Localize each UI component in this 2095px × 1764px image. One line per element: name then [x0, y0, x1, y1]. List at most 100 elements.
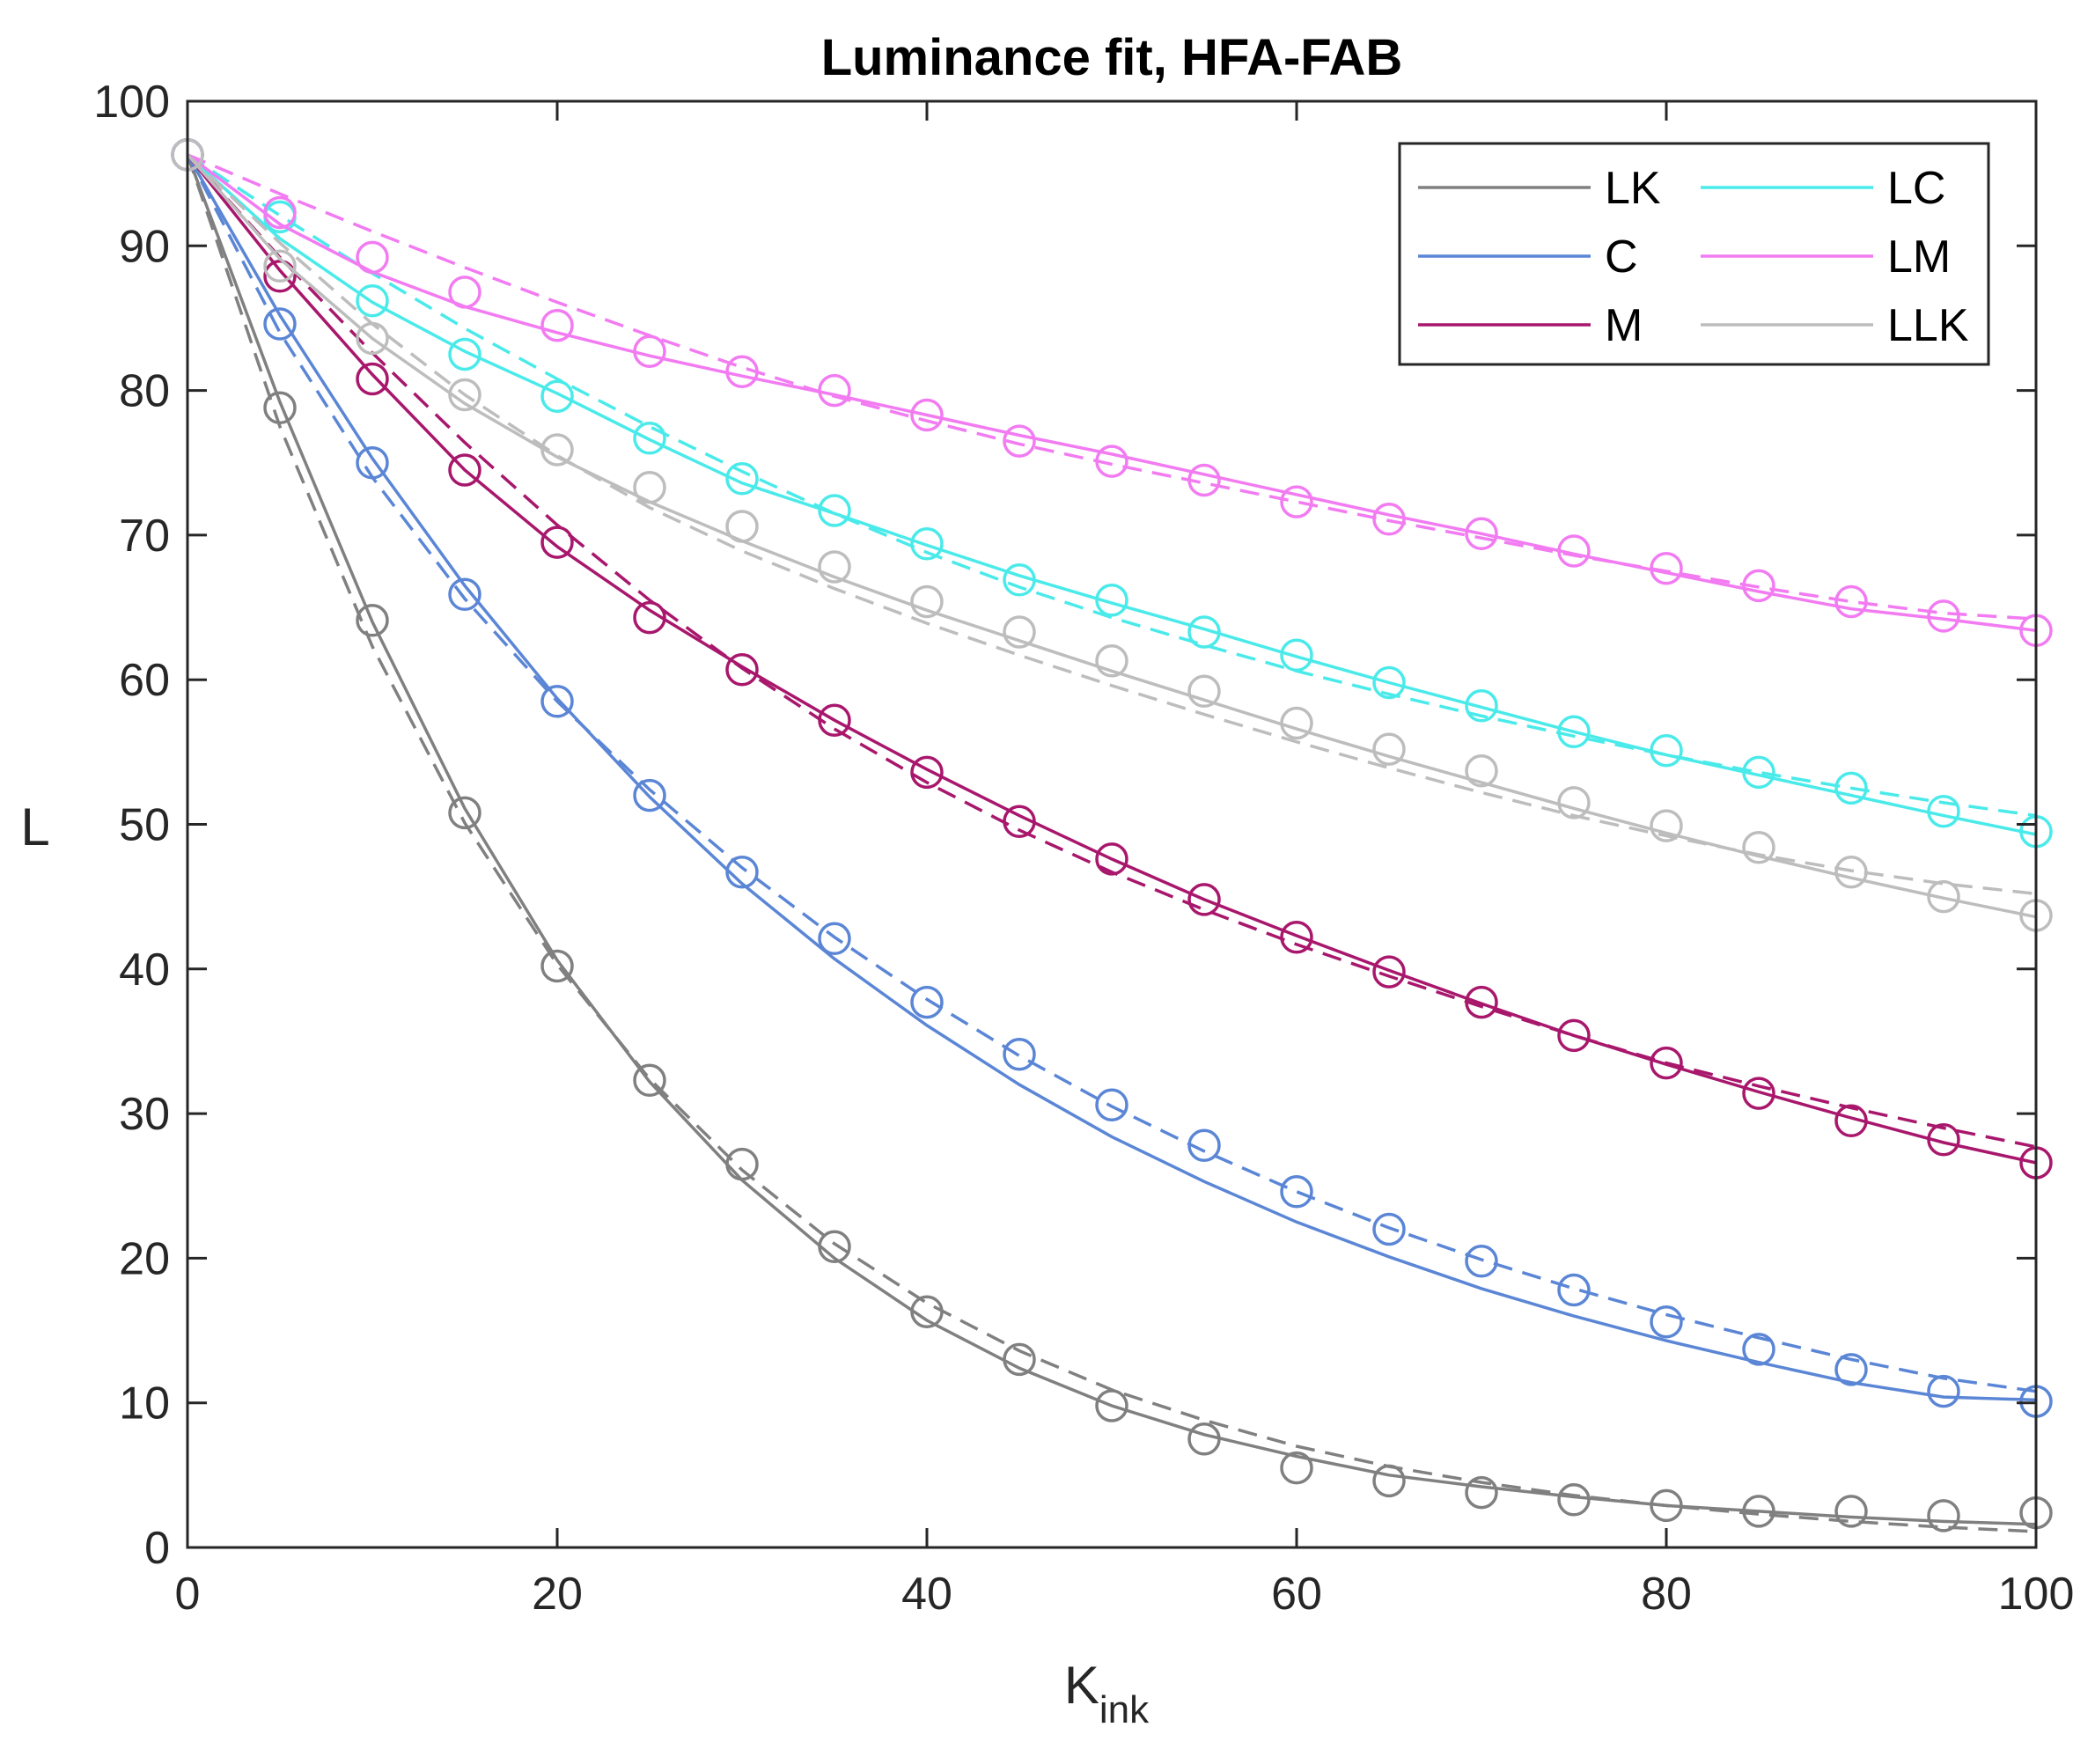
series-c-marker: [910, 985, 944, 1019]
series-lk-marker: [356, 604, 389, 637]
legend-label-c: C: [1605, 232, 1638, 283]
series-lk-marker: [1372, 1464, 1406, 1498]
y-tick-label: 30: [119, 1089, 170, 1140]
x-tick-label: 60: [1271, 1569, 1322, 1620]
y-tick-label: 70: [119, 511, 170, 562]
series-c-marker: [1927, 1374, 1960, 1408]
series-lc-marker: [725, 462, 759, 496]
series-lm-marker: [263, 195, 297, 230]
series-lm-marker: [910, 398, 944, 432]
series-c-marker: [1280, 1175, 1313, 1209]
series-m-marker: [1095, 842, 1128, 876]
series-lk-marker: [1834, 1495, 1868, 1528]
series-lc-marker: [540, 379, 574, 413]
series-lm-marker: [1465, 517, 1498, 551]
y-tick-label: 60: [119, 655, 170, 706]
series-m-marker: [1834, 1104, 1868, 1138]
series-c-marker: [1465, 1244, 1498, 1278]
x-axis-label-main: K: [1064, 1656, 1099, 1715]
series-layer: [171, 138, 2053, 1533]
series-lc-solid-line: [186, 153, 2037, 836]
series-llk-marker: [1280, 706, 1313, 740]
series-c-marker: [1650, 1305, 1683, 1339]
x-axis-label: Kink: [1064, 1656, 1150, 1731]
series-m-marker: [910, 755, 944, 790]
series-lk-solid-line: [186, 154, 2037, 1526]
series-lc-marker: [1465, 689, 1498, 723]
series-llk-marker: [356, 321, 389, 356]
series-llk-marker: [1557, 786, 1591, 820]
series-lm-marker: [1742, 569, 1775, 603]
series-c-marker: [1742, 1333, 1775, 1366]
series-llk-marker: [263, 249, 297, 283]
series-lk-marker: [1003, 1342, 1036, 1377]
series-c-marker: [633, 778, 666, 812]
legend-label-m: M: [1605, 300, 1643, 351]
series-lc-marker: [1650, 733, 1683, 768]
series-m-marker: [725, 652, 759, 687]
legend-label-llk: LLK: [1887, 300, 1969, 351]
series-lc-marker: [1187, 615, 1221, 649]
series-c-marker: [540, 685, 574, 718]
series-lm-marker: [448, 276, 481, 309]
y-tick-label: 10: [119, 1378, 170, 1430]
series-lk-marker: [1465, 1475, 1498, 1510]
series-c-marker: [356, 446, 389, 480]
series-c-marker: [448, 577, 481, 612]
series-lk-marker: [1557, 1483, 1591, 1517]
series-m-marker: [1187, 883, 1221, 916]
series-c-marker: [1003, 1037, 1036, 1071]
y-axis-label: L: [20, 797, 49, 856]
series-lm-marker: [1650, 551, 1683, 585]
series-m-marker: [1003, 805, 1036, 838]
series-llk-marker: [1003, 615, 1036, 649]
series-llk-marker: [818, 550, 851, 584]
series-lk-marker: [1280, 1451, 1313, 1485]
series-c-dashed-line: [186, 153, 2037, 1393]
series-llk-marker: [1742, 831, 1775, 864]
x-tick-label: 100: [1998, 1569, 2075, 1620]
series-lc-marker: [818, 494, 851, 527]
series-m-marker: [633, 600, 666, 635]
series-llk-marker: [540, 433, 574, 467]
series-lk-marker: [1650, 1488, 1683, 1523]
series-c-marker: [1557, 1273, 1591, 1307]
chart-title: Luminance fit, HFA-FAB: [821, 29, 1403, 86]
series-lc-marker: [1280, 638, 1313, 673]
series-c-marker: [1834, 1353, 1868, 1386]
series-m-marker: [1650, 1046, 1683, 1080]
series-lm-marker: [1095, 445, 1128, 478]
legend: LK LC C LM M LLK: [1398, 142, 1990, 366]
series-lk-marker: [1095, 1389, 1128, 1422]
series-lc-marker: [1927, 794, 1960, 828]
series-llk-marker: [1927, 879, 1960, 914]
series-c-marker: [263, 307, 297, 341]
series-lc-marker: [1372, 665, 1406, 700]
series-llk-marker: [1372, 732, 1406, 766]
series-lm-marker: [356, 240, 389, 275]
series-m-marker: [1280, 920, 1313, 954]
series-lm-marker: [818, 373, 851, 408]
x-tick-label: 0: [175, 1569, 201, 1620]
series-lm-marker: [1834, 584, 1868, 619]
series-lm-marker: [540, 308, 574, 342]
series-llk-marker: [448, 378, 481, 412]
series-llk-marker: [910, 584, 944, 619]
x-tick-label: 20: [532, 1569, 583, 1620]
series-llk-marker: [1095, 644, 1128, 678]
y-tick-label: 100: [93, 77, 170, 128]
series-lc-marker: [356, 283, 389, 318]
series-lk-marker: [1927, 1499, 1960, 1532]
series-lm-marker: [1557, 534, 1591, 568]
x-tick-label: 80: [1641, 1569, 1692, 1620]
y-tick-label: 40: [119, 944, 170, 996]
series-llk-marker: [1650, 809, 1683, 842]
series-lc-dashed-line: [187, 153, 2037, 818]
y-tick-label: 90: [119, 221, 170, 272]
y-tick-label: 0: [144, 1523, 170, 1574]
series-lm-marker: [1372, 503, 1406, 536]
series-lm-marker: [725, 355, 759, 388]
series-lc-marker: [633, 422, 666, 455]
series-lm-marker: [1927, 599, 1960, 633]
legend-label-lc: LC: [1887, 163, 1945, 214]
